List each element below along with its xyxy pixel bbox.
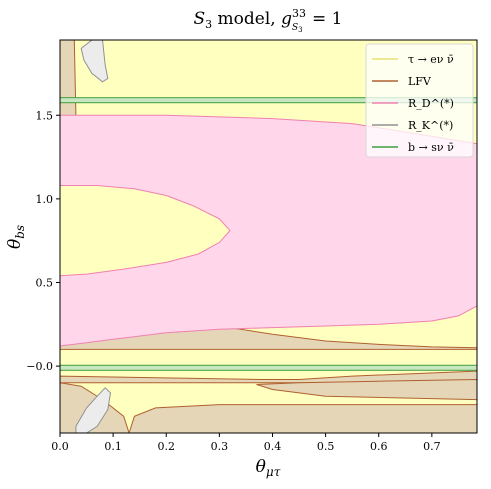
legend-label-bsnn: b → sν ν̄: [408, 141, 454, 154]
x-tick-label: 0.5: [317, 440, 335, 453]
region-lfv-3: [256, 378, 477, 401]
x-tick-label: 0.7: [423, 440, 441, 453]
region-rk-0: [80, 40, 109, 83]
x-tick-label: 0.1: [104, 440, 122, 453]
legend-label-rk: R_K^(*): [408, 119, 453, 132]
x-tick-label: 0.0: [51, 440, 69, 453]
region-rd-0: [60, 114, 477, 347]
y-tick-label: 1.0: [36, 193, 54, 206]
x-axis: 0.0 0.1 0.2 0.3 0.4 0.5 0.6 0.7: [51, 433, 441, 453]
legend: τ → eν ν̄ LFV R_D^(*) R_K^(*)b → sν ν̄: [365, 43, 474, 158]
band-bsnn-1: [60, 364, 477, 371]
legend-label-lfv: LFV: [408, 75, 432, 88]
y-tick-label: 0.5: [36, 276, 54, 289]
legend-label-tau: τ → eν ν̄: [408, 53, 454, 66]
y-tick-label: 1.5: [36, 109, 54, 122]
region-lfv-0: [60, 404, 477, 433]
region-lfv-2: [60, 370, 477, 384]
legend-label-rd: R_D^(*): [408, 97, 454, 110]
region-rk-1: [75, 387, 112, 433]
chart-title: S3 model, g33 S3 = 1: [193, 7, 342, 34]
band-bsnn-0: [60, 97, 477, 104]
region-tau_hole-0: [60, 185, 231, 277]
plot-frame: [59, 39, 478, 434]
y-tick-label: −0.0: [26, 360, 53, 373]
x-tick-label: 0.4: [264, 440, 282, 453]
x-tick-label: 0.2: [157, 440, 175, 453]
legend-box: [365, 43, 474, 158]
x-tick-label: 0.6: [370, 440, 388, 453]
x-tick-label: 0.3: [211, 440, 229, 453]
y-axis: −0.0 0.5 1.0 1.5: [26, 109, 60, 373]
plot-area: [60, 40, 477, 433]
